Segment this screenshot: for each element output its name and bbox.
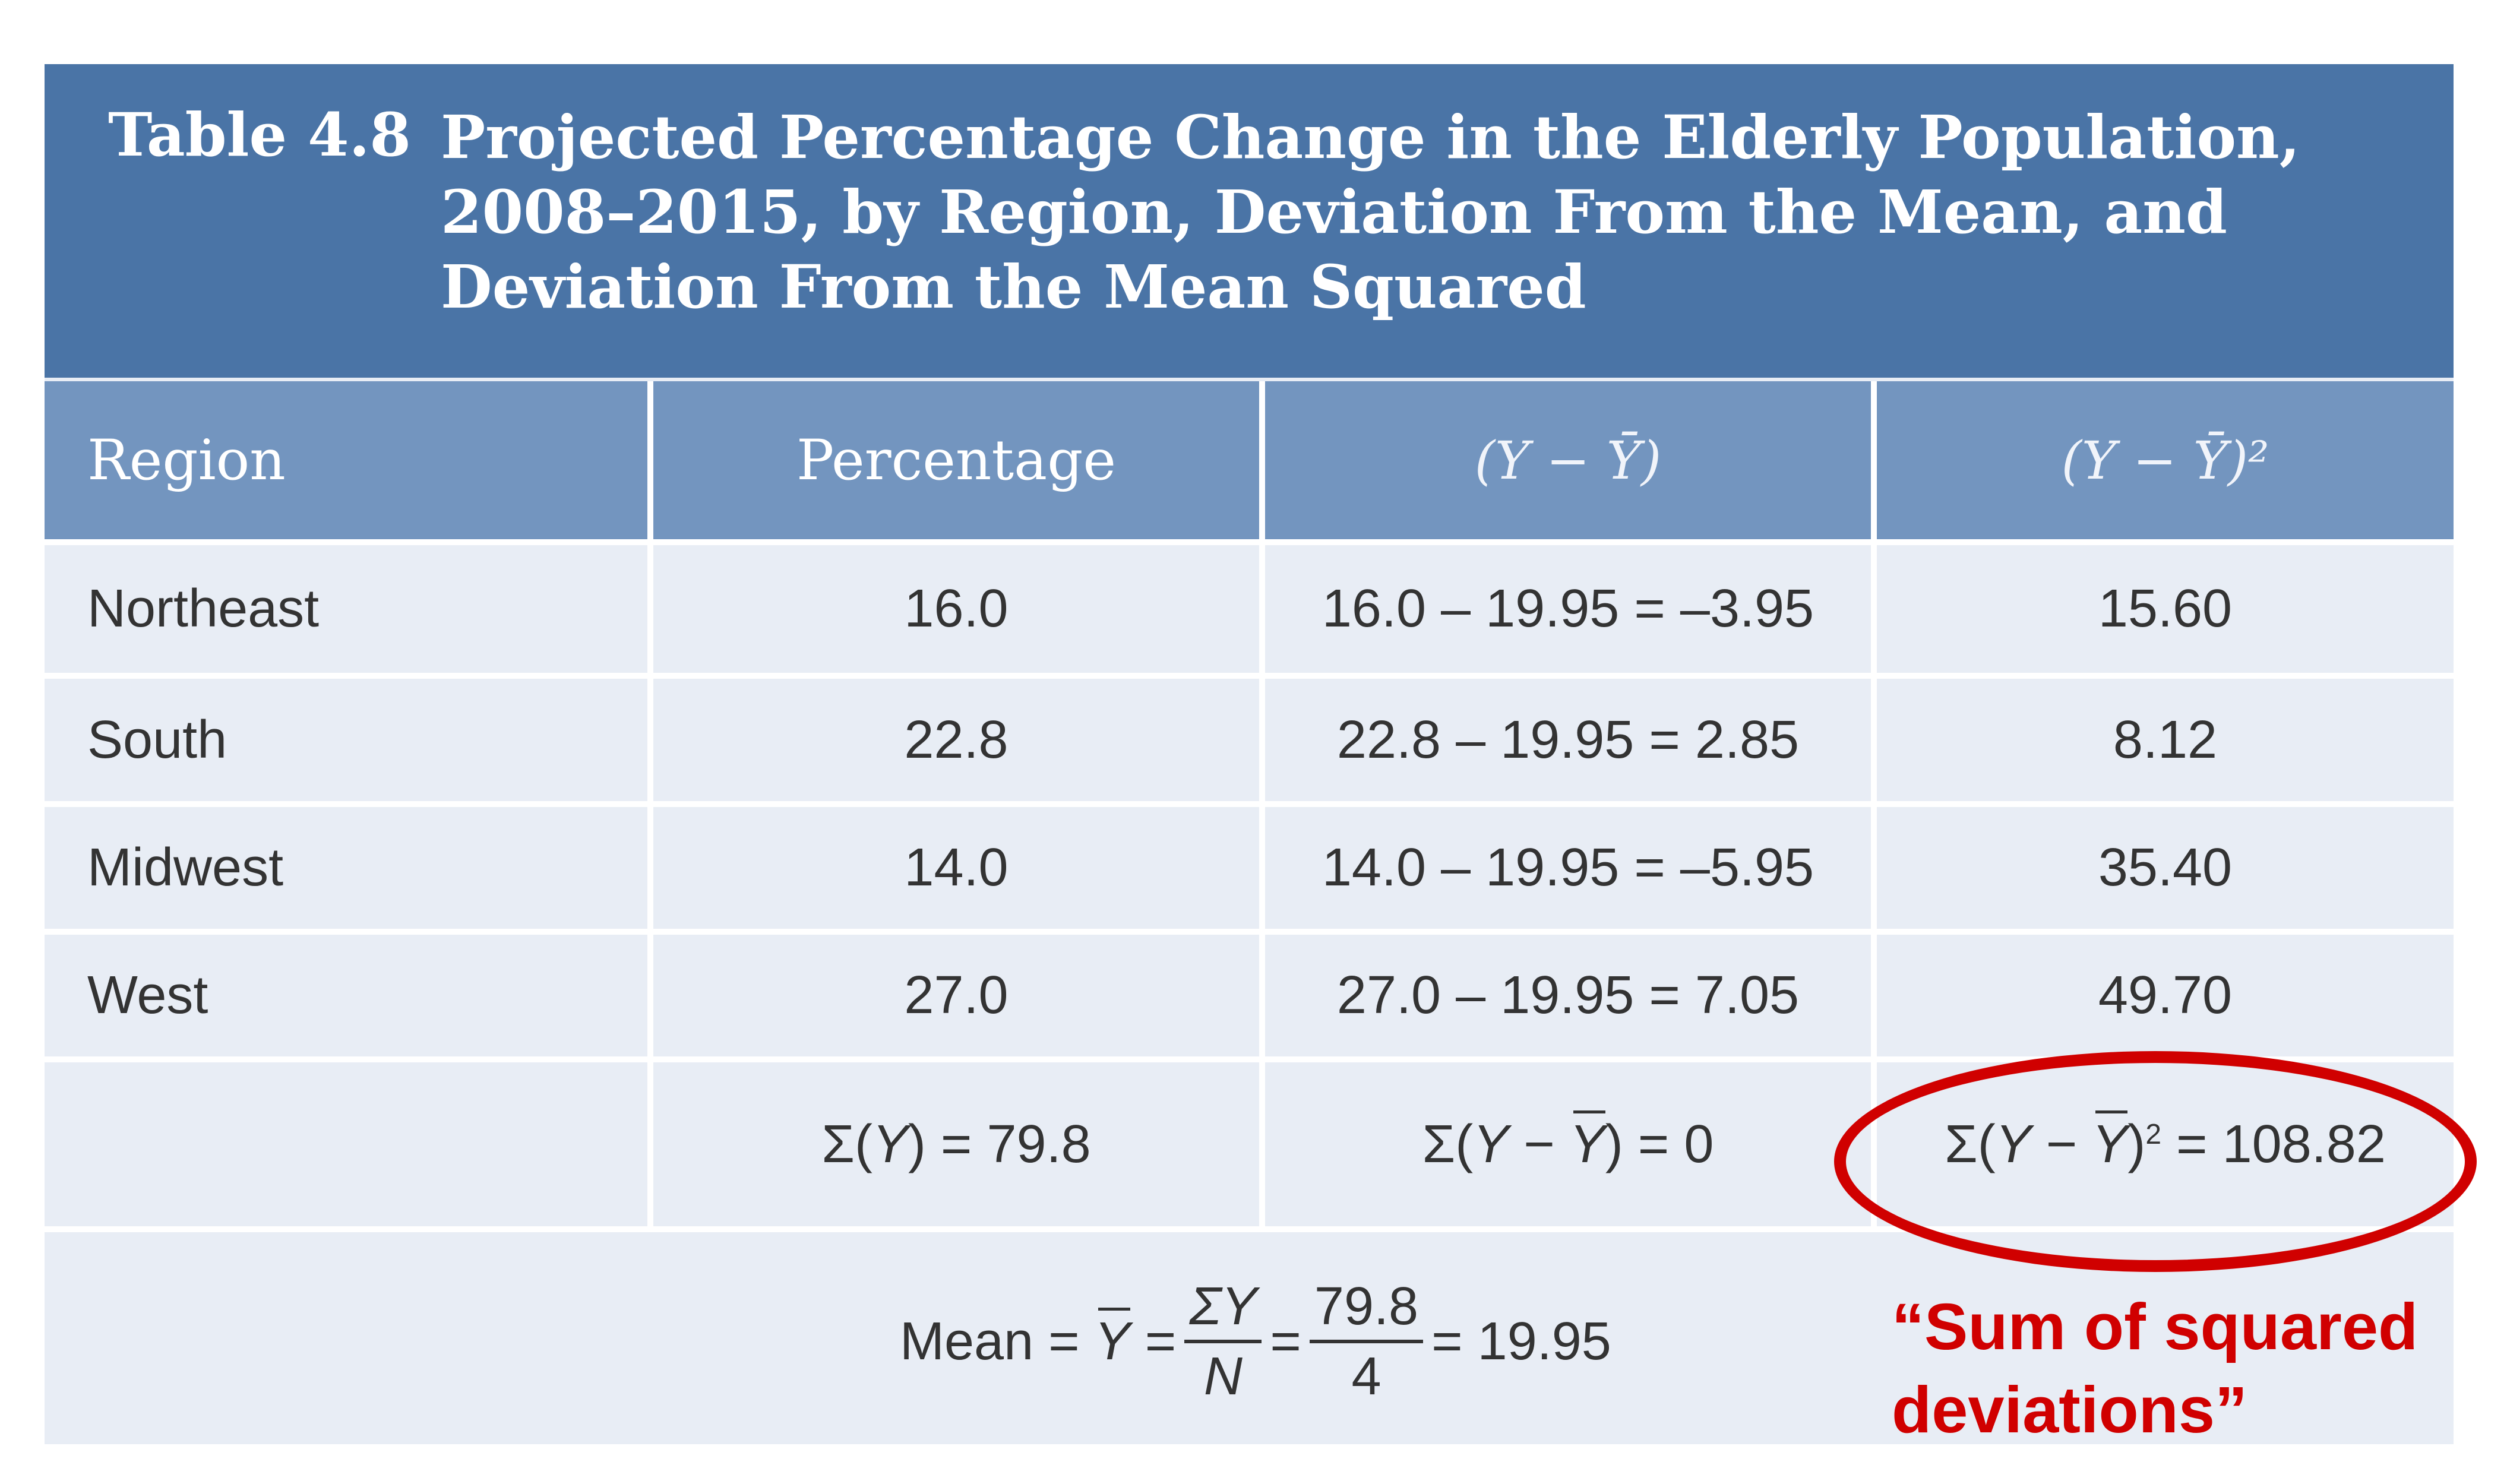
table-row: Northeast 16.0 16.0 – 19.95 = –3.95 15.6…: [45, 539, 2454, 673]
cell-empty: [45, 1062, 653, 1226]
sum-percentage-value: 79.8: [987, 1114, 1091, 1174]
cell-deviation-squared: 8.12: [2113, 710, 2218, 770]
cell-deviation-squared: 35.40: [2098, 838, 2233, 897]
table-row: South 22.8 22.8 – 19.95 = 2.85 8.12: [45, 673, 2454, 801]
cell-deviation-squared: 15.60: [2098, 579, 2233, 638]
cell-percentage: 27.0: [653, 935, 1265, 1056]
cell-region: Northeast: [45, 545, 653, 673]
cell-deviation: 16.0 – 19.95 = –3.95: [1265, 545, 1877, 673]
table-caption: Table 4.8 Projected Percentage Change in…: [45, 64, 2454, 378]
column-header-deviation-squared-label: (Y − Ȳ)²: [2061, 429, 2269, 491]
mean-label: Mean: [900, 1311, 1034, 1371]
sum-deviation: Σ(Y − Y) = 0: [1265, 1062, 1877, 1226]
mean-denominator-value: 4: [1351, 1347, 1381, 1406]
sum-percentage: Σ(Y) = 79.8: [653, 1062, 1265, 1226]
cell-deviation-squared: 49.70: [2098, 966, 2233, 1025]
cell-region: South: [45, 679, 653, 801]
mean-numerator-symbol: ΣY: [1184, 1277, 1262, 1343]
mean-denominator-symbol: N: [1203, 1347, 1243, 1406]
cell-percentage: 14.0: [653, 807, 1265, 929]
annotation-text: “Sum of squared deviations”: [1892, 1290, 2419, 1447]
column-header-region: Region: [45, 381, 653, 539]
column-header-percentage: Percentage: [653, 381, 1265, 539]
table-title: Projected Percentage Change in the Elder…: [441, 102, 2300, 322]
cell-deviation: 22.8 – 19.95 = 2.85: [1265, 679, 1877, 801]
mean-fraction-symbolic: ΣY N: [1184, 1277, 1262, 1406]
column-header-deviation-label: (Y − Ȳ): [1474, 429, 1662, 491]
table-number: Table 4.8: [108, 100, 411, 170]
cell-percentage: 22.8: [653, 679, 1265, 801]
column-header-region-label: Region: [87, 428, 286, 493]
column-header-percentage-label: Percentage: [796, 428, 1117, 493]
column-header-deviation-squared: (Y − Ȳ)²: [1877, 381, 2454, 539]
cell-region: Midwest: [45, 807, 653, 929]
cell-region: West: [45, 935, 653, 1056]
mean-formula: Mean = Y = ΣY N = 79.8 4 = 19.95: [900, 1277, 1611, 1406]
table-row: West 27.0 27.0 – 19.95 = 7.05 49.70: [45, 929, 2454, 1056]
sum-deviation-value: 0: [1684, 1114, 1714, 1174]
mean-fraction-numeric: 79.8 4: [1309, 1277, 1424, 1406]
cell-percentage: 16.0: [653, 545, 1265, 673]
mean-result: 19.95: [1477, 1311, 1611, 1371]
mean-row: Mean = Y = ΣY N = 79.8 4 = 19.95: [45, 1226, 2454, 1444]
cell-deviation: 27.0 – 19.95 = 7.05: [1265, 935, 1877, 1056]
mean-numerator-value: 79.8: [1309, 1277, 1424, 1343]
highlight-ellipse: [1834, 1051, 2477, 1272]
cell-deviation: 14.0 – 19.95 = –5.95: [1265, 807, 1877, 929]
column-header-row: Region Percentage (Y − Ȳ) (Y − Ȳ)²: [45, 381, 2454, 539]
table-row: Midwest 14.0 14.0 – 19.95 = –5.95 35.40: [45, 801, 2454, 929]
column-header-deviation: (Y − Ȳ): [1265, 381, 1877, 539]
